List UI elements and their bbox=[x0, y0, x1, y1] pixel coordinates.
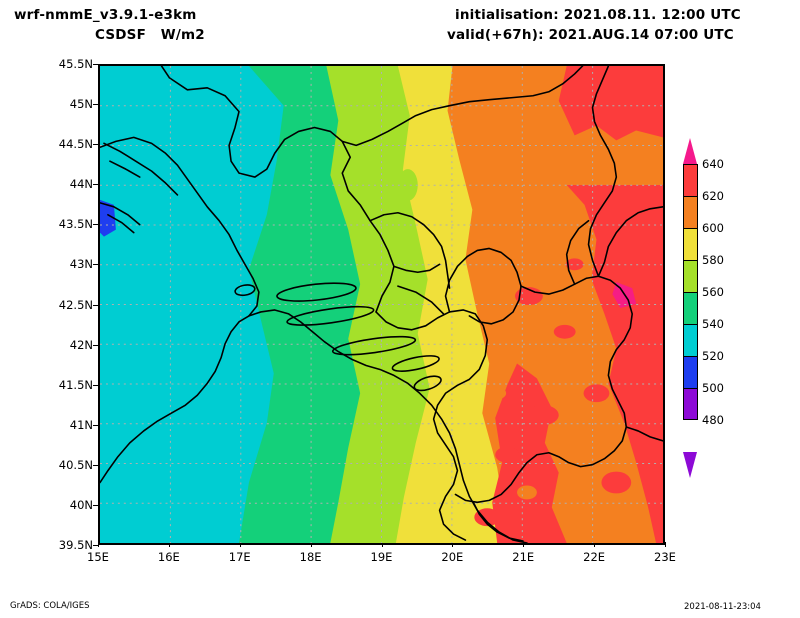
y-axis-tick-label: 41.5N bbox=[58, 377, 93, 392]
colorbar-band-580-600 bbox=[683, 228, 698, 260]
colorbar-tick-label: 560 bbox=[702, 285, 724, 299]
colorbar-band-500-520 bbox=[683, 356, 698, 388]
y-axis-tick-label: 42.5N bbox=[58, 297, 93, 312]
colorbar-tick-label: 500 bbox=[702, 381, 724, 395]
colorbar bbox=[683, 164, 698, 452]
y-axis-tick-mark bbox=[93, 464, 98, 466]
x-axis-tick-label: 17E bbox=[228, 550, 251, 564]
x-axis-tick-label: 19E bbox=[370, 550, 393, 564]
y-axis-tick-label: 43N bbox=[69, 257, 93, 272]
x-axis-tick-label: 23E bbox=[654, 550, 676, 564]
colorbar-band-600-620 bbox=[683, 196, 698, 228]
x-axis-tick-label: 20E bbox=[441, 550, 464, 564]
colorbar-tick-label: 620 bbox=[702, 189, 724, 203]
y-axis-tick-label: 43.5N bbox=[58, 217, 93, 232]
grid-lines bbox=[100, 66, 663, 543]
colorbar-band-below-500 bbox=[683, 388, 698, 420]
colorbar-band-520-540 bbox=[683, 324, 698, 356]
y-axis-tick-mark bbox=[93, 224, 98, 226]
y-axis-tick-label: 42N bbox=[69, 337, 93, 352]
x-axis: 15E 16E 17E 18E 19E 20E 21E 22E 23E bbox=[87, 542, 676, 567]
y-axis-tick-mark bbox=[93, 545, 98, 546]
y-axis-tick-mark bbox=[93, 104, 98, 106]
x-axis-tick-label: 18E bbox=[299, 550, 322, 564]
y-axis-tick-label: 41N bbox=[69, 417, 93, 432]
y-axis-tick-mark bbox=[93, 424, 98, 426]
render-timestamp: 2021-08-11-23:04 bbox=[684, 602, 761, 612]
y-axis-tick-mark bbox=[93, 64, 98, 65]
x-axis-tick-label: 21E bbox=[512, 550, 535, 564]
y-axis-tick-label: 39.5N bbox=[58, 538, 93, 552]
y-axis-tick-mark bbox=[93, 304, 98, 306]
y-axis-tick-label: 45N bbox=[69, 97, 93, 112]
colorbar-tick-label: 640 bbox=[702, 157, 724, 171]
y-axis-tick-label: 40N bbox=[69, 497, 93, 512]
y-axis-tick-label: 45.5N bbox=[58, 57, 93, 71]
y-axis: 45.5N 45N 44.5N 44N 43.5N 43N 42.5N 42N 41.5N 41N… bbox=[30, 57, 98, 552]
colorbar-bottom-arrow bbox=[683, 452, 697, 478]
colorbar-band-620-640 bbox=[683, 164, 698, 196]
colorbar-tick-label: 540 bbox=[702, 317, 724, 331]
valid-time: valid(+67h): 2021.AUG.14 07:00 UTC bbox=[447, 27, 734, 43]
colorbar-band-540-560 bbox=[683, 292, 698, 324]
y-axis-tick-mark bbox=[93, 504, 98, 506]
colorbar-tick-label: 580 bbox=[702, 253, 724, 267]
y-axis-tick-mark bbox=[93, 264, 98, 266]
y-axis-tick-label: 44N bbox=[69, 177, 93, 192]
x-axis-tick-label: 16E bbox=[157, 550, 180, 564]
grads-credit: GrADS: COLA/IGES bbox=[10, 601, 90, 611]
x-axis-tick-mark bbox=[665, 542, 666, 547]
y-axis-tick-mark bbox=[93, 384, 98, 386]
y-axis-tick-label: 44.5N bbox=[58, 137, 93, 152]
initialisation-time: initialisation: 2021.08.11. 12:00 UTC bbox=[455, 7, 741, 23]
colorbar-tick-label: 520 bbox=[702, 349, 724, 363]
colorbar-top-arrow bbox=[683, 138, 697, 164]
x-axis-tick-label: 22E bbox=[583, 550, 606, 564]
y-axis-tick-mark bbox=[93, 344, 98, 346]
variable-title: CSDSF W/m2 bbox=[95, 27, 205, 43]
colorbar-tick-label: 480 bbox=[702, 413, 724, 427]
x-axis-tick-label: 15E bbox=[87, 550, 109, 564]
country-borders-layer bbox=[341, 66, 663, 542]
y-axis-tick-mark bbox=[93, 144, 98, 146]
colorbar-tick-label: 600 bbox=[702, 221, 724, 235]
y-axis-tick-mark bbox=[93, 184, 98, 186]
y-axis-tick-label: 40.5N bbox=[58, 457, 93, 472]
colorbar-band-560-580 bbox=[683, 260, 698, 292]
model-title: wrf-nmmE_v3.9.1-e3km bbox=[14, 7, 197, 23]
map-plot-area bbox=[98, 64, 665, 545]
